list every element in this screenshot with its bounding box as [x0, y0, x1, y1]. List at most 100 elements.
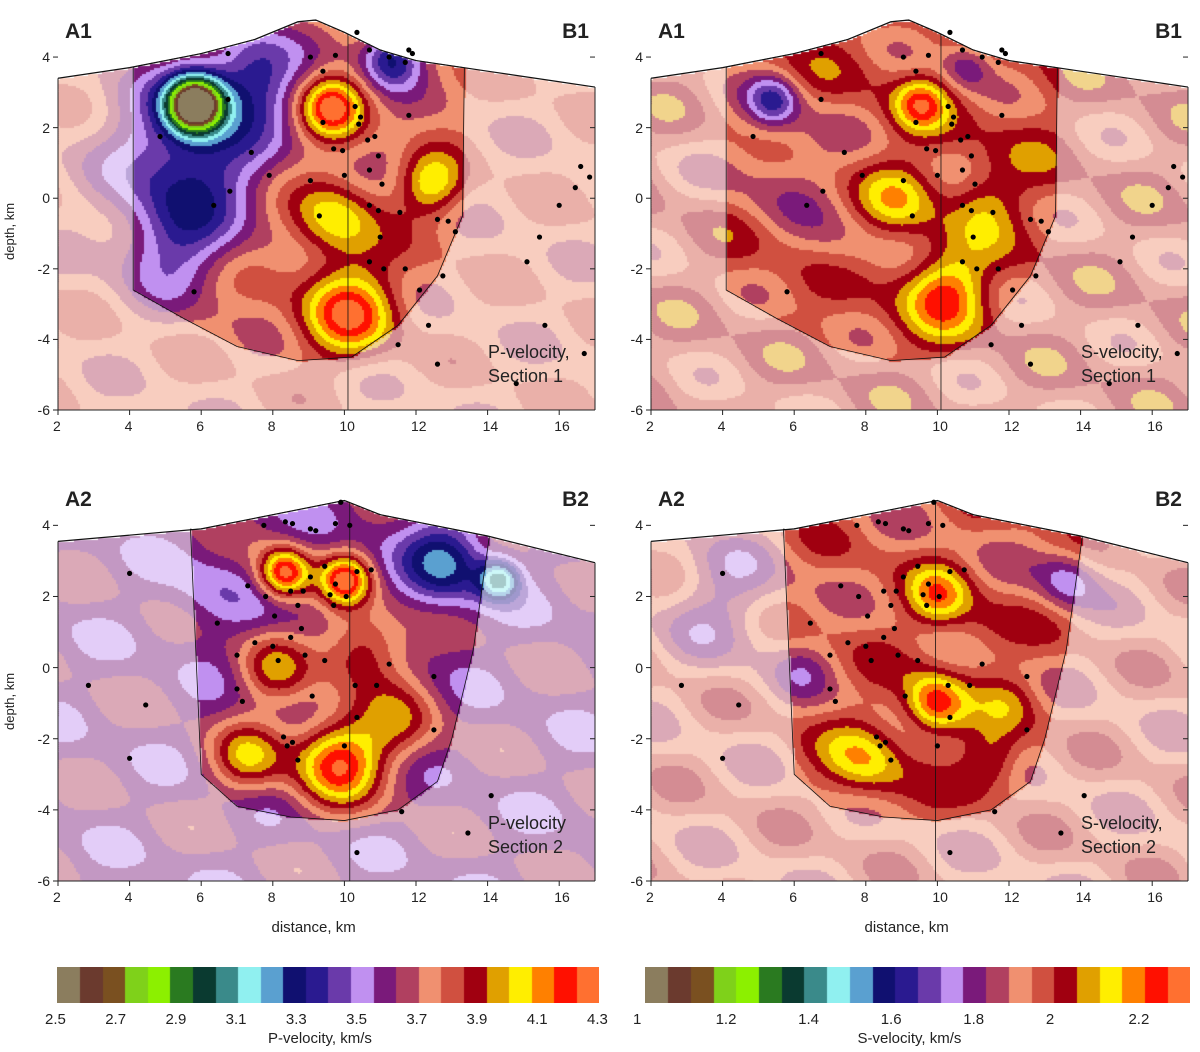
colorbar-tick-label: 2.2	[1128, 1011, 1150, 1028]
earthquake-event	[934, 743, 940, 749]
colorbar-tick-label: 3.1	[225, 1011, 247, 1028]
x-tick-label: 2	[646, 889, 654, 905]
earthquake-event	[316, 213, 322, 219]
panel-1: 2 4 6 8 10 12 14 16 4 2 0 -2 -4 -6 A1 B1 P-velocity, Sect…	[2, 19, 596, 434]
earthquake-event	[406, 112, 412, 118]
earthquake-event	[332, 581, 339, 587]
earthquake-event	[827, 686, 833, 692]
earthquake-event	[402, 59, 408, 65]
annotation-line: Section 2	[488, 837, 564, 857]
earthquake-event	[913, 68, 919, 74]
earthquake-event	[895, 652, 901, 658]
x-tick-label: 4	[124, 418, 133, 434]
earthquake-event	[587, 174, 593, 180]
annotation-line: S-velocity,	[1081, 813, 1163, 833]
earthquake-event	[572, 185, 578, 191]
colorbar-tick-label: 2.7	[105, 1011, 127, 1028]
velocity-heatmap	[651, 20, 1188, 410]
earthquake-event	[979, 661, 985, 667]
earthquake-event	[1038, 218, 1044, 224]
earthquake-event	[341, 743, 347, 749]
earthquake-event	[331, 146, 337, 152]
plot-overlay	[53, 19, 596, 415]
earthquake-event	[271, 613, 278, 619]
earthquake-event	[900, 526, 906, 532]
earthquake-event	[1174, 350, 1180, 357]
velocity-heatmap	[58, 20, 595, 410]
earthquake-event	[366, 167, 373, 173]
earthquake-event	[924, 146, 930, 152]
earthquake-event	[1027, 361, 1034, 367]
earthquake-event	[936, 593, 942, 600]
y-tick-label: -4	[37, 801, 50, 818]
earthquake-event	[974, 266, 980, 272]
earthquake-event	[524, 259, 530, 265]
earthquake-event	[888, 757, 894, 763]
earthquake-event	[239, 698, 245, 704]
colorbar-tick-label: 2.5	[45, 1011, 66, 1028]
topography-line	[650, 19, 1189, 88]
y-tick-label: -6	[630, 402, 643, 418]
earthquake-event	[1117, 259, 1123, 265]
earthquake-event	[307, 54, 313, 60]
x-tick-label: 16	[1147, 418, 1163, 434]
earthquake-event	[859, 172, 865, 178]
earthquake-event	[556, 202, 562, 208]
corner-label-right: B2	[1155, 488, 1182, 511]
earthquake-event	[900, 177, 906, 184]
earthquake-event	[375, 207, 382, 214]
annotation-line: S-velocity,	[1081, 342, 1163, 362]
earthquake-event	[445, 218, 451, 224]
earthquake-event	[1135, 322, 1141, 328]
earthquake-event	[372, 133, 378, 140]
earthquake-event	[965, 133, 971, 140]
earthquake-event	[431, 727, 437, 733]
earthquake-event	[949, 121, 955, 127]
x-tick-label: 14	[482, 889, 499, 905]
earthquake-event	[354, 849, 360, 856]
topography-line	[57, 19, 596, 88]
earthquake-event	[352, 103, 358, 110]
earthquake-event	[915, 657, 921, 664]
earthquake-event	[1165, 185, 1171, 191]
colorbar-tick-label: 2.9	[165, 1011, 187, 1028]
y-tick-label: -4	[37, 331, 50, 348]
earthquake-event	[979, 54, 985, 60]
resolved-area-outline	[132, 19, 465, 361]
earthquake-event	[841, 149, 847, 155]
earthquake-event	[750, 133, 756, 140]
colorbar-tick-label: 4.1	[526, 1011, 548, 1028]
panel-annotation: P-velocity Section 2	[488, 811, 566, 859]
earthquake-event	[280, 734, 287, 740]
x-tick-label: 10	[932, 889, 948, 905]
y-tick-label: 0	[42, 659, 50, 676]
earthquake-event	[434, 361, 441, 367]
y-tick-label: -2	[630, 730, 643, 747]
plot-overlay	[646, 19, 1189, 415]
earthquake-event	[322, 657, 328, 664]
corner-label-right: B1	[1155, 20, 1182, 43]
earthquake-event	[225, 96, 231, 103]
colorbar-p-velocity	[57, 967, 599, 1003]
earthquake-event	[331, 602, 337, 608]
x-tick-label: 2	[646, 418, 654, 434]
earthquake-event	[322, 563, 328, 569]
earthquake-event	[995, 266, 1001, 272]
x-tick-label: 8	[267, 889, 276, 905]
earthquake-event	[972, 181, 978, 187]
earthquake-event	[307, 177, 313, 184]
resolved-area-outline	[190, 500, 490, 821]
earthquake-event	[143, 702, 149, 708]
earthquake-event	[263, 593, 269, 600]
corner-label-left: A1	[65, 20, 92, 43]
earthquake-event	[940, 522, 946, 528]
y-axis-label: depth, km	[2, 202, 17, 260]
earthquake-event	[431, 673, 437, 680]
earthquake-event	[440, 273, 446, 279]
earthquake-event	[357, 114, 364, 120]
earthquake-event	[1018, 322, 1025, 328]
earthquake-event	[925, 520, 932, 527]
x-tick-label: 2	[53, 418, 61, 434]
annotation-line: Section 1	[488, 366, 564, 386]
earthquake-event	[406, 47, 412, 53]
